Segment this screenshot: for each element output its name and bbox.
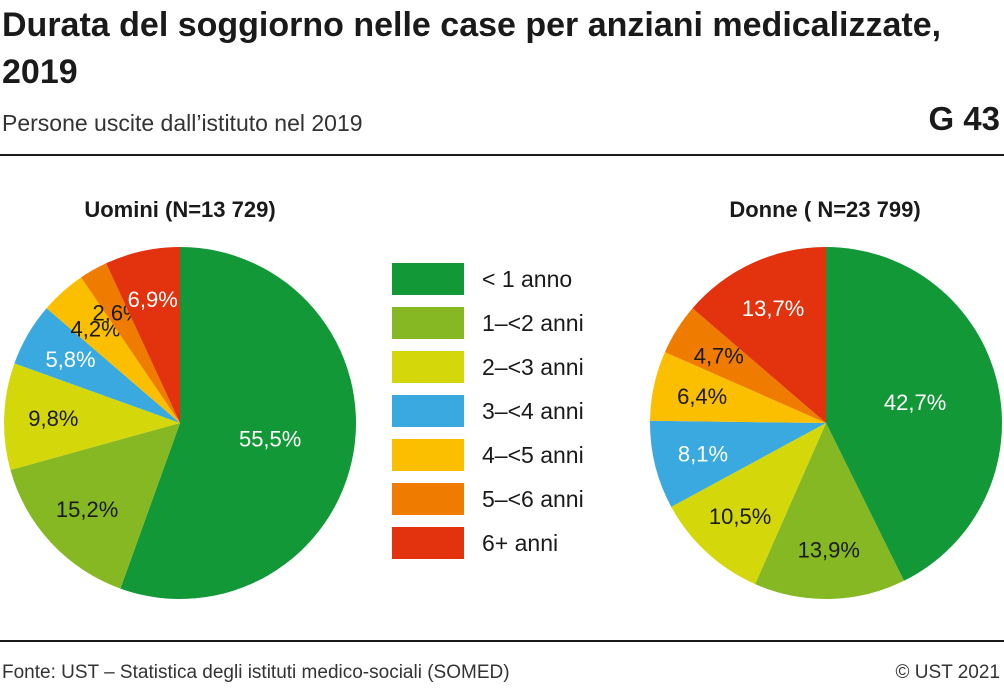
chart-subtitle: Persone uscite dall’istituto nel 2019 [2,110,363,136]
uomini-slice-label-3: 5,8% [45,347,95,372]
uomini-slice-label-0: 55,5% [239,427,301,452]
copyright: © UST 2021 [895,662,1000,683]
legend-swatch [392,351,464,383]
uomini-slice-1 [10,423,181,589]
legend-swatch [392,263,464,295]
legend-item: 5–<6 anni [392,477,584,521]
legend-label: 6+ anni [482,529,559,556]
legend-swatch [392,307,464,339]
donne-slice-0 [826,247,1002,581]
donne-slice-1 [755,423,904,599]
uomini-slice-4 [46,277,180,423]
legend-label: < 1 anno [482,265,573,292]
pie-chart-donne: 42,7% 13,9% 10,5% 8,1% 6,4% 4,7% 13,7% [650,247,1002,599]
header-rule [0,154,1004,156]
legend-label: 4–<5 anni [482,441,584,468]
pie-title-donne: Donne ( N=23 799) [729,197,921,222]
legend-label: 3–<4 anni [482,397,584,424]
uomini-slice-6 [106,247,180,423]
legend-swatch [392,483,464,515]
uomini-slice-0 [120,247,356,599]
uomini-slice-label-2: 9,8% [28,406,78,431]
donne-slice-2 [671,423,826,585]
donne-slice-label-0: 42,7% [884,390,946,415]
pie-title-uomini: Uomini (N=13 729) [84,197,276,222]
legend-item: 3–<4 anni [392,389,584,433]
donne-slice-3 [650,420,826,507]
chart-title: Durata del soggiorno nelle case per anzi… [2,6,942,91]
legend-item: 4–<5 anni [392,433,584,477]
legend-item: 1–<2 anni [392,301,584,345]
source-note: Fonte: UST – Statistica degli istituti m… [2,662,510,683]
uomini-slice-5 [81,263,180,423]
legend: < 1 anno 1–<2 anni 2–<3 anni 3–<4 anni 4… [392,257,584,565]
legend-item: 2–<3 anni [392,345,584,389]
uomini-slice-label-6: 6,9% [128,287,178,312]
chart-code: G 43 [928,100,1000,137]
legend-swatch [392,527,464,559]
donne-slice-6 [692,247,826,423]
donne-slice-label-4: 6,4% [677,384,727,409]
legend-swatch [392,395,464,427]
uomini-slice-label-1: 15,2% [56,497,118,522]
donne-slice-label-5: 4,7% [694,343,744,368]
legend-item: < 1 anno [392,257,584,301]
footer-rule [0,640,1004,642]
donne-slice-5 [664,308,826,423]
legend-swatch [392,439,464,471]
pie-chart-uomini: 55,5%15,2%9,8%5,8%4,2%2,6%6,9% [3,247,356,599]
donne-slice-4 [650,352,826,423]
donne-slice-label-6: 13,7% [742,296,804,321]
uomini-slice-3 [14,308,181,423]
legend-item: 6+ anni [392,521,584,565]
uomini-slice-2 [3,363,180,470]
donne-slice-label-1: 13,9% [798,538,860,563]
legend-label: 5–<6 anni [482,485,584,512]
legend-label: 1–<2 anni [482,309,584,336]
donne-slice-label-3: 8,1% [678,441,728,466]
legend-label: 2–<3 anni [482,353,584,380]
donne-slice-label-2: 10,5% [709,504,771,529]
